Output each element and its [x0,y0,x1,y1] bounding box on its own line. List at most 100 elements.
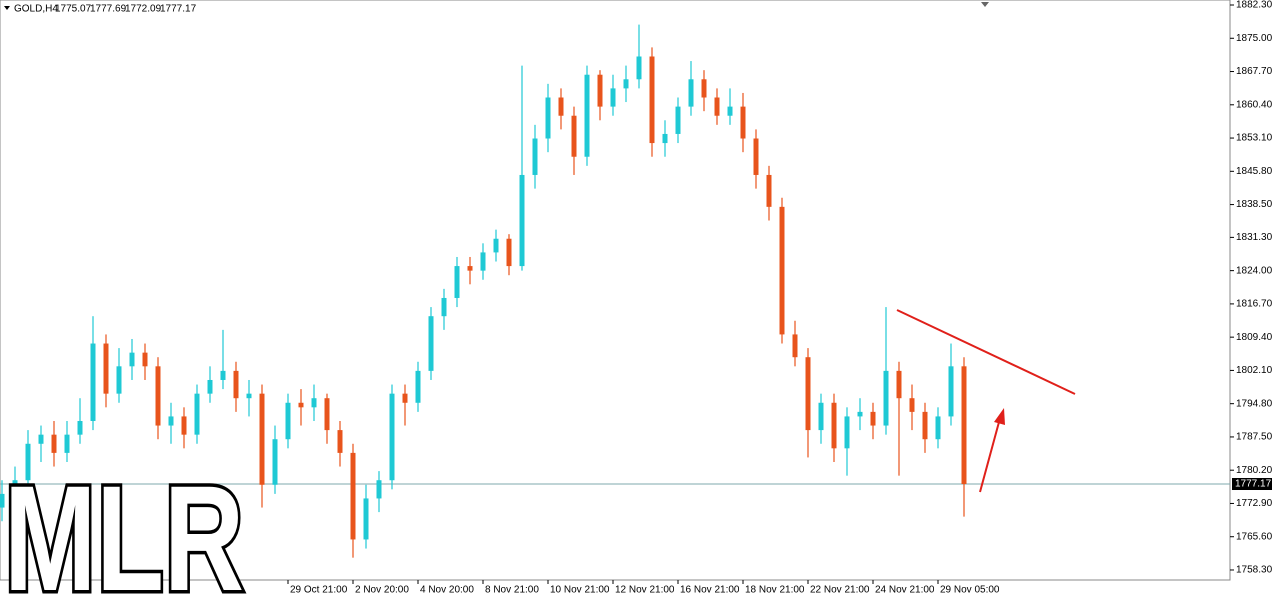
candle-body [610,88,616,107]
y-tick-label: 1794.80 [1236,398,1273,409]
candle-body [311,398,317,408]
candle-body [207,379,213,394]
candle-body [402,393,408,403]
y-tick-label: 1882.30 [1236,0,1273,11]
candle-body [532,138,538,175]
candle-body [935,416,941,440]
candle-body [51,434,57,453]
candle-body [12,480,18,494]
candle-body [90,343,96,421]
candle-body [519,174,525,267]
candle-body [818,402,824,431]
trend-line [896,309,1076,395]
arrow-shaft [979,421,1000,493]
candle-body [116,366,122,394]
candle-body [883,370,889,426]
y-tick-label: 1802.10 [1236,365,1273,376]
ohlc-close: 1777.17 [160,4,197,15]
symbol: GOLD,H4 [14,4,58,15]
candle-body [545,97,551,139]
candle-body [597,74,603,107]
candle-body [662,133,668,144]
x-tick-label: 22 Nov 21:00 [810,585,870,596]
candle-body [675,106,681,134]
candle-body [285,402,291,440]
y-tick-label: 1772.90 [1236,498,1273,509]
candle-body [857,411,863,417]
x-tick-label: 4 Nov 20:00 [420,585,474,596]
menu-arrow [4,6,10,10]
candle-body [25,443,31,481]
candle-body [441,297,447,317]
candle-body [584,74,590,157]
candle-body [649,56,655,144]
candle-body [324,398,330,431]
x-tick-label: 18 Nov 21:00 [745,585,805,596]
candle-body [727,106,733,116]
candle-body [844,416,850,449]
shift-marker [981,2,989,7]
candle-body [714,97,720,116]
candle-body [77,420,83,435]
candle-body [961,366,967,485]
candle-body [272,439,278,485]
x-tick-label: 29 Nov 05:00 [940,585,1000,596]
candle-body [350,452,356,540]
x-tick-label: 29 Oct 21:00 [290,585,348,596]
candle-body [493,238,499,253]
arrow-head [994,408,1005,425]
candle-body [415,370,421,403]
candle-body [363,498,369,540]
y-tick-label: 1838.50 [1236,199,1273,210]
x-tick-label: 10 Nov 21:00 [550,585,610,596]
candle-body [753,138,759,175]
candle-body [831,402,837,449]
current-price-label: 1777.17 [1235,479,1272,490]
candle-body [766,174,772,207]
candle-body [623,79,629,89]
y-tick-label: 1758.30 [1236,565,1273,576]
candle-body [896,370,902,399]
current-price-box [1232,478,1272,491]
candle-body [571,115,577,157]
y-tick-label: 1867.70 [1236,66,1273,77]
candle-body [38,434,44,444]
y-tick-label: 1860.40 [1236,99,1273,110]
candle-body [376,480,382,499]
y-tick-label: 1816.70 [1236,299,1273,310]
x-tick-label: 24 Nov 21:00 [875,585,935,596]
x-tick-label: 16 Nov 21:00 [680,585,740,596]
y-tick-label: 1845.80 [1236,166,1273,177]
candle-body [337,430,343,453]
candle-body [142,352,148,367]
candle-body [740,106,746,139]
y-tick-label: 1765.60 [1236,531,1273,542]
candle-body [389,393,395,481]
y-tick-label: 1787.50 [1236,432,1273,443]
ohlc-high: 1777.69 [90,4,127,15]
y-tick-label: 1853.10 [1236,133,1273,144]
candle-body [558,97,564,116]
candle-body [428,316,434,371]
candle-body [805,357,811,431]
candle-body [259,393,265,485]
x-tick-label: 12 Nov 21:00 [615,585,675,596]
candle-body [194,393,200,435]
candle-body [948,366,954,417]
watermark: MLR [4,454,244,600]
candle-body [688,79,694,107]
candle-body [181,416,187,435]
y-tick-label: 1780.20 [1236,465,1273,476]
candle-body [870,411,876,426]
y-tick-label: 1875.00 [1236,33,1273,44]
candle-body [129,352,135,367]
candle-body [701,79,707,98]
candle-body [168,416,174,426]
y-tick-label: 1824.00 [1236,265,1273,276]
candle-body [0,493,5,508]
y-tick-label: 1831.30 [1236,232,1273,243]
candle-body [922,411,928,440]
candle-body [233,370,239,399]
candle-body [64,434,70,453]
